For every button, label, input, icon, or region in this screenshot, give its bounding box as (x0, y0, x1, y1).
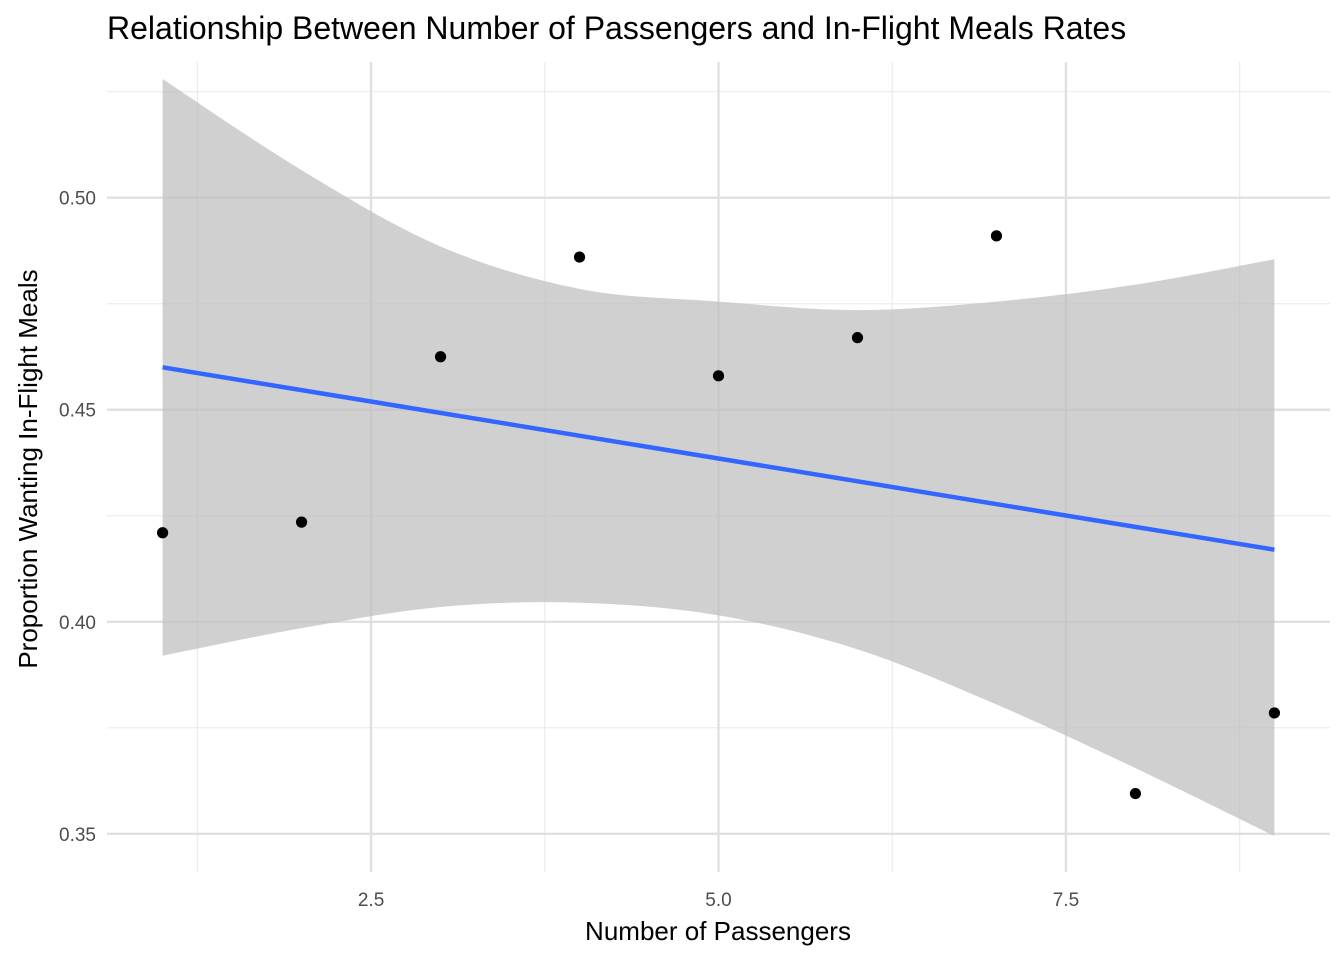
data-point (295, 516, 308, 528)
tick-labels-layer: 2.5 5.0 7.5 0.35 0.40 0.45 0.50 (59, 189, 1079, 911)
chart-title: Relationship Between Number of Passenger… (107, 10, 1126, 46)
data-point (1129, 787, 1142, 800)
y-axis-title: Proportion Wanting In-Flight Meals (13, 269, 43, 668)
data-points-layer (156, 230, 1281, 800)
y-tick-label: 0.45 (59, 401, 96, 422)
y-tick-label: 0.35 (59, 825, 96, 846)
y-tick-label: 0.50 (59, 189, 96, 210)
x-tick-label: 7.5 (1053, 890, 1079, 911)
data-point (573, 251, 586, 263)
y-tick-label: 0.40 (59, 613, 96, 634)
data-point (156, 527, 169, 539)
x-axis-title: Number of Passengers (585, 916, 851, 946)
trend-line-layer (162, 365, 1275, 552)
data-point (1268, 707, 1281, 719)
x-tick-label: 2.5 (358, 890, 384, 911)
trend-line (162, 365, 1275, 552)
data-point (990, 230, 1003, 242)
data-point (434, 351, 447, 363)
x-tick-label: 5.0 (705, 890, 731, 911)
data-point (712, 370, 725, 382)
data-point (851, 332, 864, 344)
